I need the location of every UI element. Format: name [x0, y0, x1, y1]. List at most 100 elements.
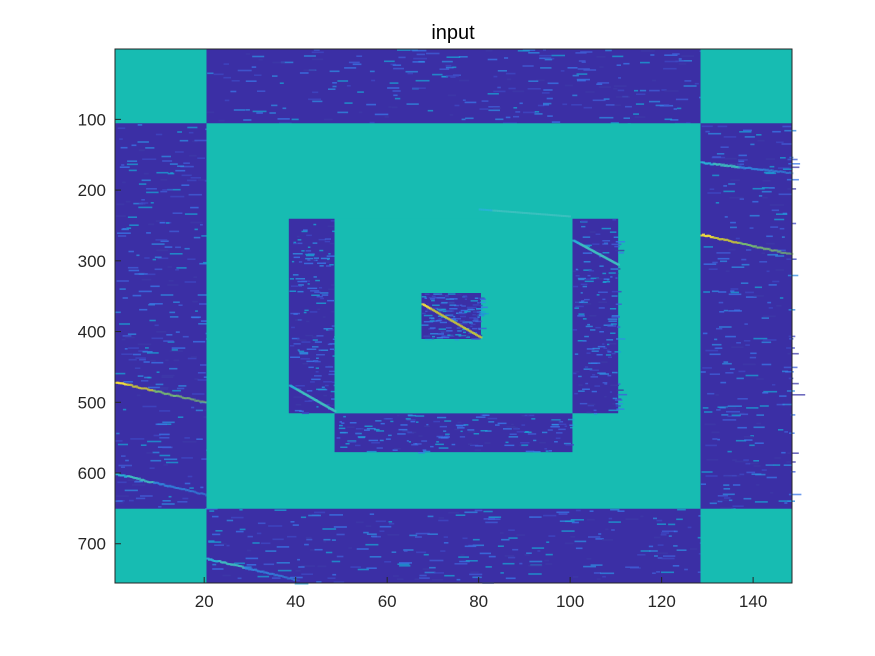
- heatmap-cell: [585, 382, 589, 385]
- heatmap-cell: [672, 565, 680, 567]
- heatmap-cell: [465, 560, 478, 562]
- heatmap-cell: [443, 542, 449, 544]
- heatmap-cell: [317, 308, 321, 311]
- heatmap-cell: [430, 333, 438, 335]
- heatmap-cell: [508, 87, 516, 90]
- heatmap-cell: [720, 238, 724, 240]
- heatmap-cell: [469, 573, 483, 576]
- heatmap-cell: [767, 247, 771, 250]
- heatmap-cell: [293, 343, 301, 345]
- heatmap-cell: [333, 410, 337, 413]
- heatmap-cell: [392, 90, 401, 92]
- heatmap-cell: [242, 566, 252, 568]
- heatmap-cell: [548, 535, 556, 537]
- heatmap-cell: [187, 126, 198, 129]
- heatmap-cell: [482, 414, 490, 416]
- heatmap-cell: [185, 397, 189, 400]
- heatmap-cell: [424, 338, 433, 341]
- heatmap-cell: [756, 134, 762, 136]
- heatmap-cell: [762, 196, 768, 199]
- heatmap-cell: [215, 530, 223, 532]
- heatmap-cell: [781, 451, 786, 454]
- heatmap-cell: [410, 420, 416, 423]
- heatmap-cell: [197, 372, 206, 374]
- heatmap-cell: [724, 407, 737, 409]
- heatmap-cell: [161, 503, 175, 505]
- heatmap-cell: [781, 171, 785, 174]
- heatmap-cell: [539, 441, 546, 444]
- heatmap-cell: [115, 372, 126, 375]
- heatmap-cell: [399, 562, 412, 564]
- heatmap-cell: [314, 375, 322, 377]
- heatmap-cell: [194, 399, 198, 402]
- heatmap-cell: [791, 222, 797, 225]
- heatmap-cell: [384, 561, 392, 563]
- heatmap-cell: [154, 481, 158, 484]
- heatmap-cell: [344, 67, 357, 69]
- heatmap-cell: [387, 87, 400, 89]
- heatmap-cell: [169, 311, 176, 314]
- heatmap-cell: [483, 208, 487, 211]
- heatmap-cell: [554, 214, 558, 217]
- heatmap-cell: [636, 93, 646, 95]
- heatmap-cell: [162, 483, 166, 486]
- heatmap-cell: [508, 529, 515, 531]
- heatmap-cell: [490, 209, 494, 212]
- heatmap-cell: [132, 353, 141, 356]
- heatmap-cell: [708, 162, 712, 165]
- heatmap-cell: [545, 563, 553, 565]
- heatmap-cell: [127, 333, 137, 335]
- heatmap-cell: [387, 534, 400, 536]
- heatmap-cell: [607, 318, 618, 320]
- heatmap-cell: [307, 287, 318, 290]
- heatmap-cell: [718, 291, 727, 293]
- heatmap-cell: [329, 264, 334, 266]
- heatmap-cell: [142, 387, 146, 390]
- heatmap-cell: [146, 188, 157, 190]
- heatmap-data-block: [288, 218, 335, 414]
- heatmap-cell: [543, 514, 557, 517]
- heatmap-cell: [355, 432, 361, 435]
- heatmap-cell: [704, 423, 716, 426]
- heatmap-cell: [537, 550, 541, 552]
- heatmap-cell: [743, 459, 749, 461]
- heatmap-cell: [474, 297, 478, 299]
- heatmap-cell: [218, 543, 227, 545]
- heatmap-cell: [745, 374, 759, 377]
- heatmap-cell: [503, 428, 512, 430]
- heatmap-cell: [328, 253, 331, 255]
- heatmap-cell: [390, 420, 394, 423]
- heatmap-cell: [331, 325, 336, 327]
- heatmap-cell: [546, 541, 550, 543]
- heatmap-cell: [194, 491, 198, 494]
- heatmap-cell: [437, 297, 446, 299]
- heatmap-cell: [551, 214, 555, 217]
- heatmap-cell: [605, 354, 612, 356]
- heatmap-cell: [235, 530, 244, 533]
- heatmap-cell: [594, 385, 601, 387]
- heatmap-cell: [593, 409, 597, 412]
- heatmap-cell: [788, 493, 802, 496]
- heatmap-cell: [754, 286, 762, 289]
- heatmap-cell: [773, 464, 781, 466]
- heatmap-cell: [614, 399, 623, 401]
- heatmap-cell: [728, 310, 742, 312]
- heatmap-cell: [409, 49, 418, 51]
- heatmap-cell: [308, 399, 319, 402]
- heatmap-streak: [700, 161, 794, 175]
- heatmap-cell: [735, 439, 747, 442]
- heatmap-cell: [606, 339, 614, 341]
- heatmap-cell: [388, 522, 395, 525]
- heatmap-cell: [784, 129, 797, 132]
- heatmap-cell: [738, 241, 742, 244]
- heatmap-cell: [775, 170, 779, 173]
- heatmap-cell: [785, 371, 794, 373]
- heatmap-cell: [683, 85, 697, 87]
- heatmap-cell: [291, 260, 295, 263]
- heatmap-cell: [718, 163, 722, 166]
- heatmap-cell: [602, 272, 607, 275]
- heatmap-cell: [743, 497, 752, 500]
- heatmap-cell: [175, 331, 180, 333]
- heatmap-cell: [321, 294, 329, 296]
- heatmap-cell: [436, 337, 443, 339]
